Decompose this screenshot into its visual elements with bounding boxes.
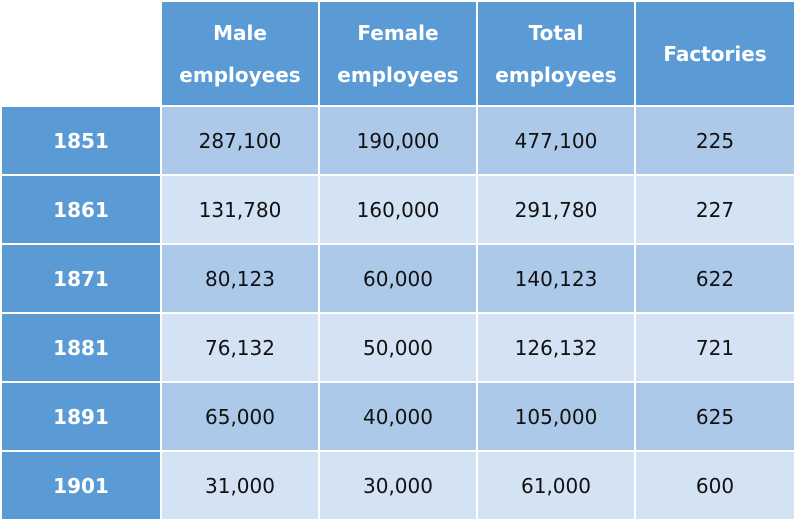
table-cell: 131,780: [162, 176, 318, 243]
table-cell: 625: [636, 383, 794, 450]
table-cell: 126,132: [478, 314, 634, 381]
table-cell: 50,000: [320, 314, 476, 381]
table-cell: 65,000: [162, 383, 318, 450]
table-cell: 31,000: [162, 452, 318, 519]
table-cell: 225: [636, 107, 794, 174]
table-cell: 287,100: [162, 107, 318, 174]
table-cell: 140,123: [478, 245, 634, 312]
table-cell: 105,000: [478, 383, 634, 450]
column-header: Factories: [636, 2, 794, 105]
table-cell: 160,000: [320, 176, 476, 243]
table-cell: 622: [636, 245, 794, 312]
table-cell: 600: [636, 452, 794, 519]
table-cell: 291,780: [478, 176, 634, 243]
table-cell: 30,000: [320, 452, 476, 519]
table-cell: 80,123: [162, 245, 318, 312]
column-header: Total employees: [478, 2, 634, 105]
corner-cell: [2, 2, 160, 105]
row-header: 1881: [2, 314, 160, 381]
column-header: Female employees: [320, 2, 476, 105]
data-table: Male employees Female employees Total empl…: [2, 2, 794, 519]
table-cell: 60,000: [320, 245, 476, 312]
table-cell: 721: [636, 314, 794, 381]
row-header: 1901: [2, 452, 160, 519]
row-header: 1891: [2, 383, 160, 450]
table-cell: 76,132: [162, 314, 318, 381]
table-cell: 40,000: [320, 383, 476, 450]
row-header: 1861: [2, 176, 160, 243]
table-cell: 61,000: [478, 452, 634, 519]
row-header: 1851: [2, 107, 160, 174]
row-header: 1871: [2, 245, 160, 312]
table-cell: 227: [636, 176, 794, 243]
table-cell: 477,100: [478, 107, 634, 174]
table-cell: 190,000: [320, 107, 476, 174]
column-header: Male employees: [162, 2, 318, 105]
